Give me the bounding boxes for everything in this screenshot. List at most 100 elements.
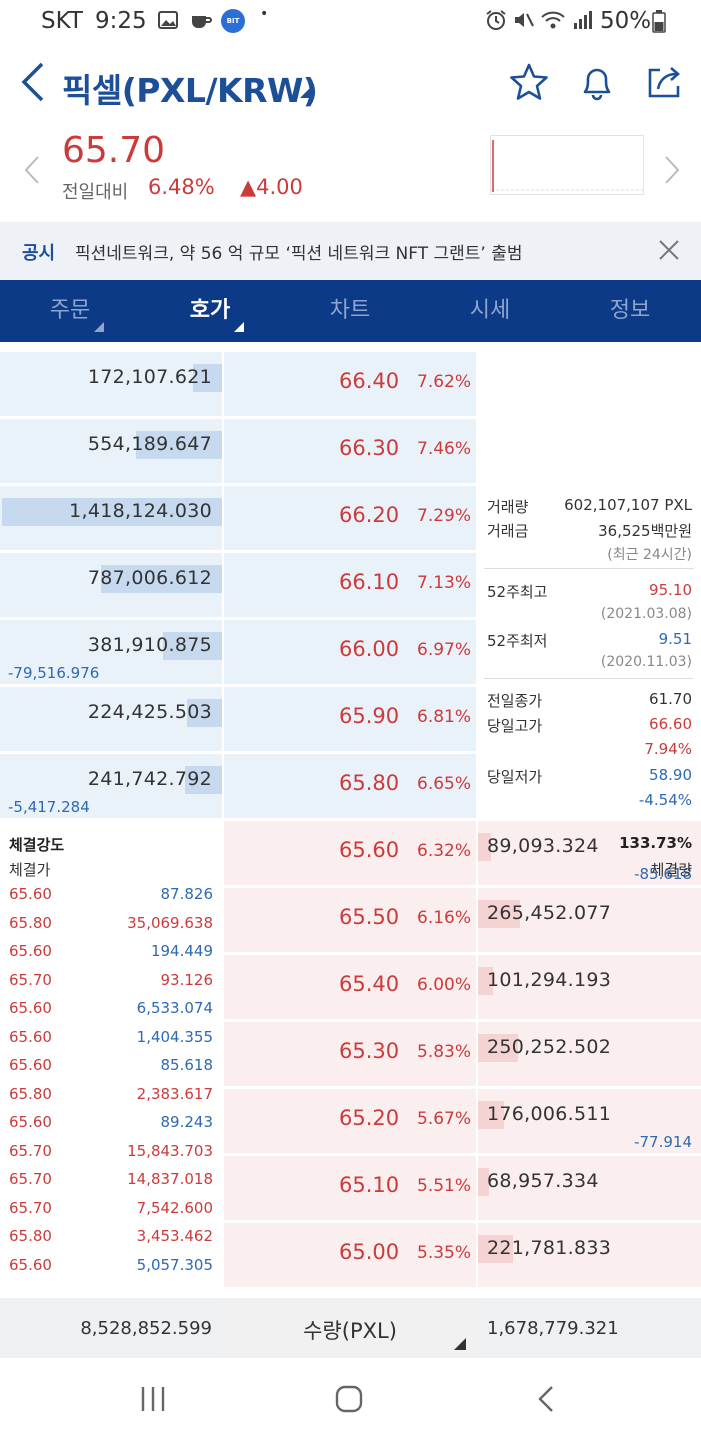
bid-price-cell[interactable]: 65.50 6.16%	[224, 888, 476, 952]
page-title[interactable]: 픽셀(PXL/KRW)	[62, 71, 318, 110]
ask-price-cell[interactable]: 66.00 6.97%	[224, 620, 476, 684]
ask-depth-bar	[162, 632, 222, 660]
strength-label: 체결강도	[9, 836, 65, 854]
ask-quantity-cell[interactable]: 381,910.875 -79,516.976	[0, 620, 222, 684]
tab-label: 시세	[469, 298, 511, 323]
notice-text[interactable]: 픽션네트워크, 약 56 억 규모 ‘픽션 네트워크 NFT 그랜트’ 출범	[75, 244, 523, 264]
tab-quotes[interactable]: 시세	[420, 280, 560, 342]
ask-price-cell[interactable]: 65.90 6.81%	[224, 687, 476, 751]
ask-depth-bar	[186, 699, 222, 727]
notification-dot: •	[260, 6, 269, 22]
recent-apps-icon[interactable]	[136, 1382, 170, 1416]
bid-price-cell[interactable]: 65.60 6.32%	[224, 821, 476, 885]
next-coin-chevron-icon[interactable]	[662, 154, 682, 190]
ask-quantity: 241,742.792	[87, 768, 212, 790]
tab-order[interactable]: 주문	[0, 280, 140, 342]
ask-price-cell[interactable]: 65.80 6.65%	[224, 754, 476, 818]
mini-chart[interactable]	[490, 135, 644, 195]
bid-quantity-cell[interactable]: 221,781.833	[478, 1223, 701, 1287]
notice-banner[interactable]: 공시 픽션네트워크, 약 56 억 규모 ‘픽션 네트워크 NFT 그랜트’ 출…	[0, 222, 701, 280]
change-amount: ▲4.00	[240, 175, 303, 199]
bid-price-percent: 6.32%	[417, 841, 472, 861]
ask-quantity-cell[interactable]: 241,742.792 -5,417.284	[0, 754, 222, 818]
day-low-label: 당일저가	[487, 768, 543, 786]
close-icon[interactable]	[656, 237, 682, 263]
ask-quantity: 224,425.503	[87, 701, 212, 723]
bid-quantity-cell[interactable]: 250,252.502	[478, 1022, 701, 1086]
bid-price: 65.40	[339, 972, 400, 996]
trade-price: 65.80	[9, 913, 52, 932]
ask-price: 65.80	[339, 771, 400, 795]
bid-price-percent: 5.35%	[417, 1243, 472, 1263]
bid-price-cell[interactable]: 65.40 6.00%	[224, 955, 476, 1019]
bid-total: 1,678,779.321	[487, 1318, 619, 1339]
back-arrow-icon[interactable]	[18, 60, 48, 104]
bid-depth-bar	[478, 1235, 514, 1263]
trade-row: 65.80 2,383.617	[0, 1080, 222, 1109]
bid-quantity-cell[interactable]: 89,093.324 -85.618	[478, 821, 701, 885]
bid-quantity-cell[interactable]: 68,957.334	[478, 1156, 701, 1220]
bid-quantity-cell[interactable]: 265,452.077	[478, 888, 701, 952]
prev-coin-chevron-icon[interactable]	[22, 154, 42, 190]
strength-value: 133.73%	[619, 834, 692, 852]
tab-orderbook[interactable]: 호가	[140, 280, 280, 342]
bid-price: 65.20	[339, 1106, 400, 1130]
ask-price-cell[interactable]: 66.10 7.13%	[224, 553, 476, 617]
share-icon[interactable]	[645, 62, 685, 102]
bid-quantity: 89,093.324	[487, 835, 599, 857]
day-low-percent: -4.54%	[638, 791, 692, 809]
ask-total: 8,528,852.599	[80, 1318, 212, 1339]
ask-price-cell[interactable]: 66.20 7.29%	[224, 486, 476, 550]
bid-price-cell[interactable]: 65.30 5.83%	[224, 1022, 476, 1086]
trade-row: 65.60 87.826	[0, 880, 222, 909]
ask-price-cell[interactable]: 66.40 7.62%	[224, 352, 476, 416]
trade-volume: 1,404.355	[136, 1027, 213, 1046]
home-icon[interactable]	[332, 1382, 366, 1416]
ask-price-cell[interactable]: 66.30 7.46%	[224, 419, 476, 483]
bid-price-cell[interactable]: 65.10 5.51%	[224, 1156, 476, 1220]
bid-quantity-cell[interactable]: 101,294.193	[478, 955, 701, 1019]
tab-label: 주문	[49, 298, 91, 323]
ask-quantity-cell[interactable]: 554,189.647	[0, 419, 222, 483]
bid-quantity: 265,452.077	[487, 902, 612, 924]
star-icon[interactable]	[509, 62, 549, 102]
trade-price: 65.70	[9, 1170, 52, 1188]
trades-panel-background	[0, 821, 222, 1287]
high52-date: (2021.03.08)	[600, 606, 692, 622]
ask-quantity-change: -5,417.284	[8, 798, 90, 816]
divider	[484, 568, 694, 569]
ask-quantity-cell[interactable]: 1,418,124.030	[0, 486, 222, 550]
ask-quantity-cell[interactable]: 224,425.503	[0, 687, 222, 751]
tab-chart[interactable]: 차트	[280, 280, 420, 342]
trade-price: 65.70	[9, 1141, 52, 1160]
prev-close-value: 61.70	[649, 690, 692, 708]
unit-selector[interactable]: 수량(PXL)	[224, 1298, 476, 1358]
bid-quantity: 250,252.502	[487, 1036, 612, 1058]
bell-icon[interactable]	[577, 62, 617, 102]
ask-quantity-cell[interactable]: 172,107.621	[0, 352, 222, 416]
bid-quantity-cell[interactable]: 176,006.511 -77.914	[478, 1089, 701, 1153]
ask-quantity-cell[interactable]: 787,006.612	[0, 553, 222, 617]
trade-row: 65.70 93.126	[0, 966, 222, 995]
bid-quantity-change: -85.618	[634, 865, 692, 883]
period-note: (최근 24시간)	[607, 547, 692, 563]
trade-row: 65.60 89.243	[0, 1108, 222, 1137]
bid-price: 65.60	[339, 838, 400, 862]
bid-price-cell[interactable]: 65.20 5.67%	[224, 1089, 476, 1153]
volume-label: 거래량	[487, 498, 529, 516]
tab-label: 차트	[329, 298, 371, 323]
price-summary: 65.70 전일대비 6.48% ▲4.00	[0, 124, 701, 222]
ask-price: 66.20	[339, 503, 400, 527]
unit-label: 수량(PXL)	[303, 1319, 397, 1343]
coffee-icon	[189, 9, 213, 36]
trade-volume: 89.243	[160, 1113, 214, 1131]
trade-price: 65.80	[9, 1084, 52, 1103]
trade-price: 65.60	[9, 942, 52, 960]
trade-volume: 14,837.018	[127, 1170, 213, 1188]
back-nav-icon[interactable]	[530, 1382, 564, 1416]
tab-info[interactable]: 정보	[560, 280, 700, 342]
title-dropdown-caret-icon[interactable]	[300, 84, 314, 98]
bid-price-cell[interactable]: 65.00 5.35%	[224, 1223, 476, 1287]
trade-row: 65.60 194.449	[0, 937, 222, 966]
trade-volume: 93.126	[160, 970, 214, 989]
